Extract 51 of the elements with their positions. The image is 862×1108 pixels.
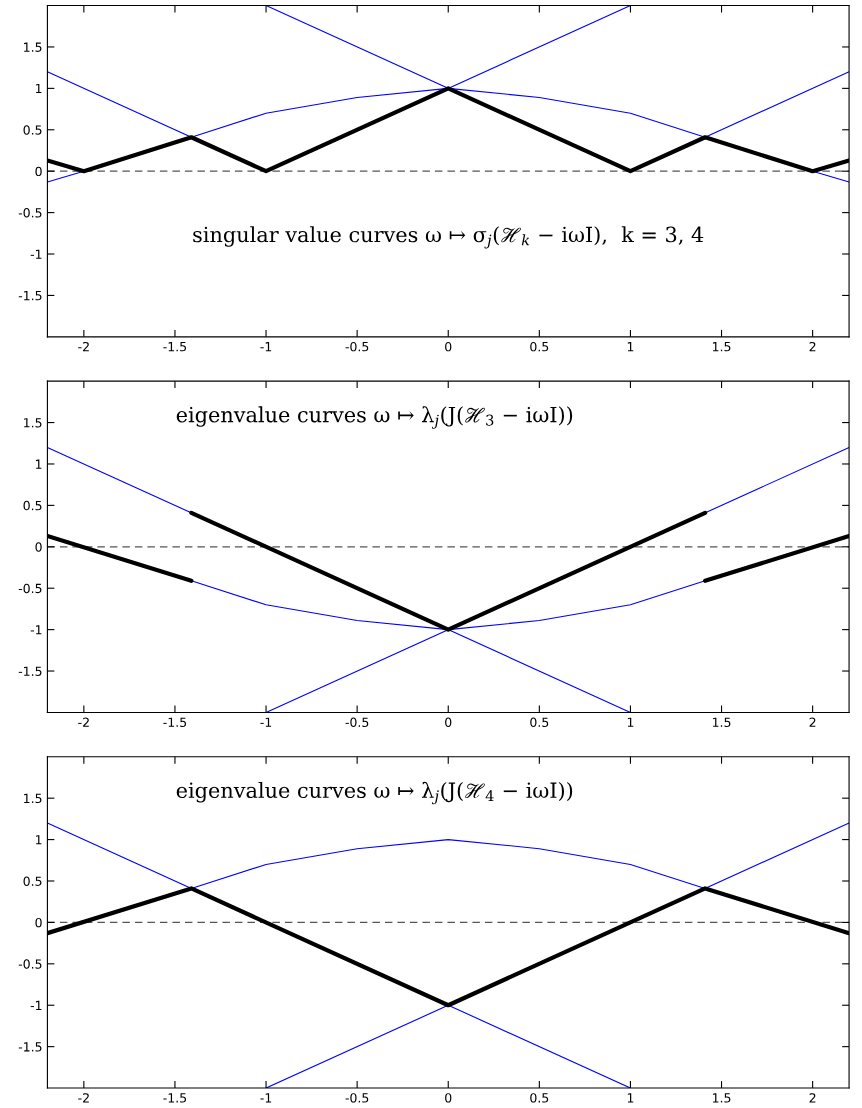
x-tick-label: 0 bbox=[445, 341, 452, 352]
annotation: singular value curves ω ↦ σ$_{j}$(ℋ$_{k}$ − iωI), k = 3, 4 bbox=[193, 226, 704, 249]
x-tick-label: 0.5 bbox=[530, 341, 549, 352]
x-tick-label: -1.5 bbox=[163, 342, 187, 352]
x-tick-label: 1.5 bbox=[712, 717, 731, 727]
annotation: eigenvalue curves ω ↦ λ$_{j}$(J(ℋ$_{3}$ − iωI)) bbox=[176, 406, 573, 429]
x-tick-label: -1 bbox=[260, 717, 272, 727]
annotation: eigenvalue curves ω ↦ λ$_{j}$(J(ℋ$_{4}$ − iωI)) bbox=[176, 781, 573, 805]
y-tick-label: 1 bbox=[35, 84, 42, 94]
y-tick-label: -1 bbox=[30, 625, 42, 635]
y-tick-label: 1.5 bbox=[24, 418, 42, 428]
x-tick-label: 0 bbox=[445, 1093, 452, 1103]
x-tick-label: -2 bbox=[78, 1093, 89, 1103]
y-tick-label: 0 bbox=[35, 917, 42, 928]
y-tick-label: 0 bbox=[35, 542, 42, 552]
x-tick-label: 0 bbox=[445, 717, 452, 727]
y-tick-label: 1.5 bbox=[24, 793, 42, 804]
y-tick-label: -1 bbox=[30, 249, 42, 259]
y-tick-label: -1.5 bbox=[18, 1042, 42, 1052]
y-tick-label: -0.5 bbox=[18, 208, 42, 218]
x-tick-label: -1 bbox=[260, 1093, 272, 1103]
y-tick-label: 0 bbox=[35, 166, 42, 177]
x-tick-label: 0.5 bbox=[530, 717, 549, 727]
x-tick-label: 1.5 bbox=[712, 342, 731, 352]
x-tick-label: -1.5 bbox=[163, 717, 187, 727]
x-tick-label: 1 bbox=[627, 1093, 634, 1103]
x-tick-label: 1 bbox=[627, 342, 634, 352]
y-tick-label: 0.5 bbox=[23, 500, 42, 511]
y-tick-label: -1.5 bbox=[18, 291, 42, 301]
x-tick-label: -2 bbox=[78, 341, 89, 352]
x-tick-label: -0.5 bbox=[345, 341, 369, 352]
y-tick-label: -1.5 bbox=[18, 666, 42, 676]
y-tick-label: 0.5 bbox=[23, 125, 42, 135]
x-tick-label: 2 bbox=[809, 341, 816, 352]
y-tick-label: -0.5 bbox=[18, 583, 42, 594]
x-tick-label: -1.5 bbox=[163, 1093, 187, 1103]
x-tick-label: -0.5 bbox=[345, 717, 369, 727]
y-tick-label: -0.5 bbox=[18, 959, 42, 969]
y-tick-label: 1.5 bbox=[24, 42, 42, 52]
x-tick-label: 0.5 bbox=[530, 1093, 549, 1103]
x-tick-label: -2 bbox=[78, 717, 89, 727]
x-tick-label: 1.5 bbox=[712, 1093, 731, 1103]
x-tick-label: -1 bbox=[260, 342, 272, 352]
y-tick-label: 1 bbox=[35, 835, 42, 845]
y-tick-label: 0.5 bbox=[23, 876, 42, 886]
x-tick-label: 1 bbox=[627, 717, 634, 727]
y-tick-label: 1 bbox=[35, 459, 42, 469]
x-tick-label: 2 bbox=[809, 1093, 816, 1103]
y-tick-label: -1 bbox=[30, 1000, 42, 1010]
x-tick-label: -0.5 bbox=[345, 1093, 369, 1103]
x-tick-label: 2 bbox=[809, 717, 816, 727]
